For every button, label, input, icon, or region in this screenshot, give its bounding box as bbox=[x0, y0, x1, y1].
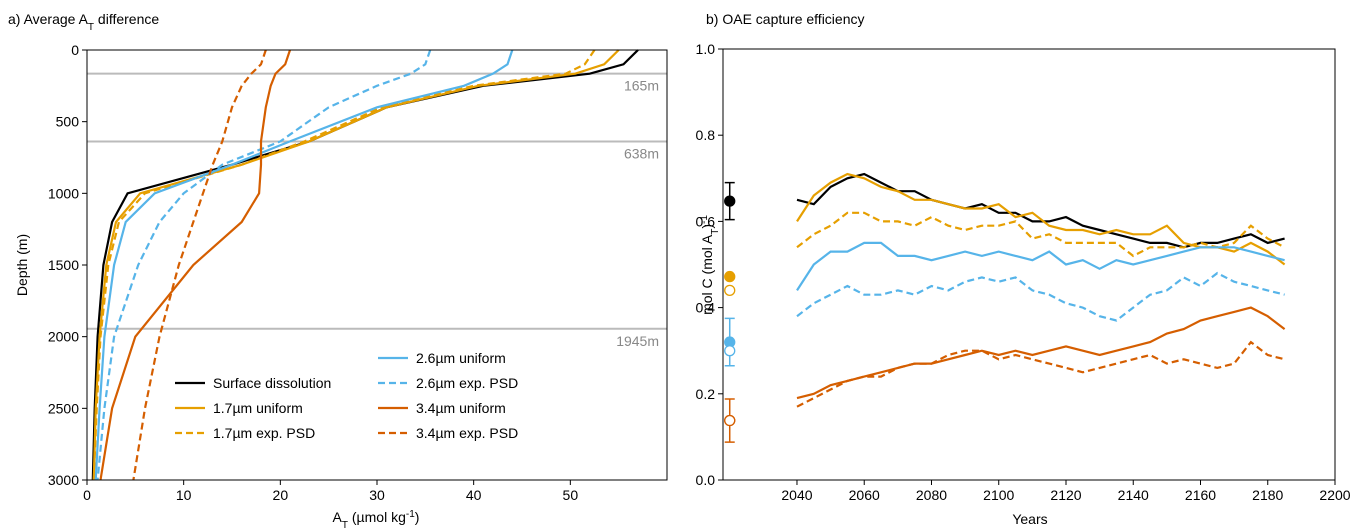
y-tick-label: 3000 bbox=[48, 472, 79, 488]
x-tick-label: 0 bbox=[83, 487, 91, 503]
y-tick-label: 0.8 bbox=[696, 127, 716, 143]
y-tick-label: 1500 bbox=[48, 257, 79, 273]
y-tick-label: 2000 bbox=[48, 329, 79, 345]
x-tick-label: 40 bbox=[466, 487, 482, 503]
reference-label: 638m bbox=[624, 145, 659, 161]
series-line bbox=[796, 271, 1285, 322]
y-tick-label: 0 bbox=[71, 42, 79, 58]
x-tick-label: 30 bbox=[369, 487, 385, 503]
x-tick-label: 2180 bbox=[1252, 487, 1283, 503]
x-tick-label: 2140 bbox=[1118, 487, 1149, 503]
legend-label: 1.7µm uniform bbox=[213, 400, 303, 416]
panel-b-x-label: Years bbox=[1012, 511, 1047, 527]
point bbox=[724, 414, 736, 427]
legend-label: Surface dissolution bbox=[213, 375, 331, 391]
x-tick-label: 2040 bbox=[781, 487, 812, 503]
y-tick-label: 2500 bbox=[48, 400, 79, 416]
series-line bbox=[796, 241, 1285, 291]
reference-label: 1945m bbox=[616, 333, 659, 349]
series-line bbox=[96, 49, 432, 481]
plot-frame bbox=[86, 49, 668, 481]
y-tick-label: 0.4 bbox=[696, 300, 716, 316]
legend-label: 2.6µm uniform bbox=[416, 350, 506, 366]
point bbox=[724, 195, 736, 207]
panel-a-title: a) Average AT difference bbox=[8, 11, 159, 33]
x-tick-label: 20 bbox=[273, 487, 289, 503]
point bbox=[724, 270, 736, 283]
legend-label: 3.4µm uniform bbox=[416, 400, 506, 416]
series-line bbox=[796, 340, 1285, 408]
point bbox=[724, 345, 736, 357]
y-tick-label: 0.2 bbox=[696, 386, 716, 402]
plot-frame bbox=[722, 48, 1336, 481]
series-line bbox=[796, 172, 1286, 266]
y-tick-label: 0.0 bbox=[696, 472, 716, 488]
legend-label: 3.4µm exp. PSD bbox=[416, 425, 518, 441]
panel-a-y-label: Depth (m) bbox=[14, 234, 30, 296]
series-line bbox=[99, 49, 292, 481]
series-line bbox=[94, 49, 514, 481]
panel-a-x-label: AT (µmol kg-1) bbox=[333, 509, 420, 528]
legend-label: 2.6µm exp. PSD bbox=[416, 375, 518, 391]
y-tick-label: 500 bbox=[56, 114, 80, 130]
legend-label: 1.7µm exp. PSD bbox=[213, 425, 315, 441]
series-line bbox=[132, 49, 267, 481]
x-tick-label: 2200 bbox=[1319, 487, 1350, 503]
x-tick-label: 2120 bbox=[1050, 487, 1081, 503]
x-tick-label: 2160 bbox=[1185, 487, 1216, 503]
panel-b-title: b) OAE capture efficiency bbox=[706, 11, 864, 27]
x-tick-label: 2060 bbox=[849, 487, 880, 503]
series-line bbox=[92, 49, 596, 481]
y-tick-label: 0.6 bbox=[696, 213, 716, 229]
y-tick-label: 1000 bbox=[48, 185, 79, 201]
series-line bbox=[796, 211, 1286, 258]
x-tick-label: 2100 bbox=[983, 487, 1014, 503]
series-line bbox=[796, 306, 1286, 400]
x-tick-label: 10 bbox=[176, 487, 192, 503]
panel-b-y-label: mol C (mol AT)-1 bbox=[699, 215, 721, 315]
x-tick-label: 2080 bbox=[916, 487, 947, 503]
point bbox=[724, 284, 736, 297]
x-tick-label: 50 bbox=[563, 487, 579, 503]
y-tick-label: 1.0 bbox=[696, 41, 716, 57]
reference-label: 165m bbox=[624, 78, 659, 94]
